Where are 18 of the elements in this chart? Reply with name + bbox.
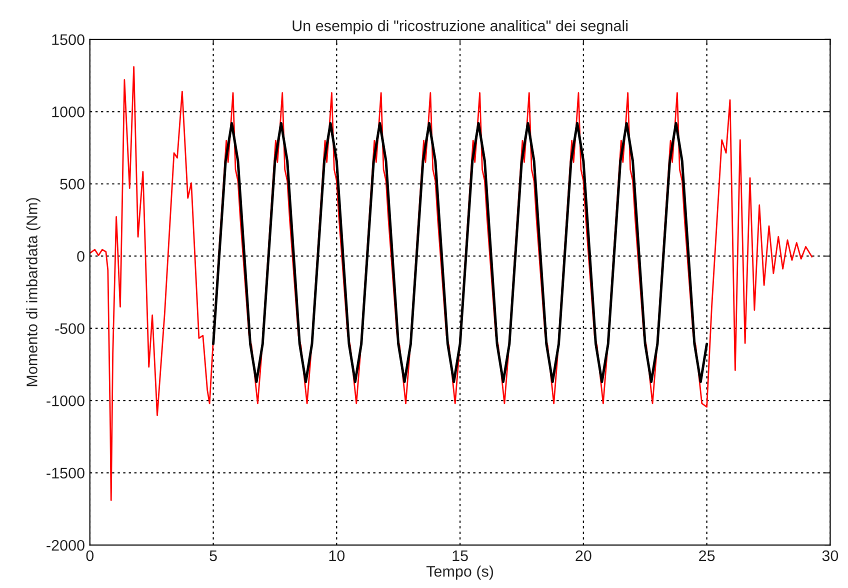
y-tick-label: 1000 — [52, 106, 84, 118]
x-tick-label: 20 — [576, 550, 592, 562]
y-tick-label: -2000 — [46, 540, 84, 551]
x-tick-label: 25 — [699, 550, 715, 562]
y-tick-label: -1500 — [46, 468, 84, 479]
chart-title: Un esempio di "ricostruzione analitica" dei segnali — [292, 20, 628, 34]
x-axis-title: Tempo (s) — [426, 566, 494, 580]
y-axis-title: Momento di imbardata (Nm) — [26, 198, 40, 386]
x-tick-label: 30 — [822, 550, 838, 562]
x-tick-label: 15 — [452, 550, 468, 562]
y-tick-label: -1000 — [46, 395, 84, 406]
y-tick-label: 500 — [60, 178, 84, 190]
y-tick-label: 1500 — [52, 34, 84, 46]
y-tick-label: -500 — [55, 323, 84, 334]
y-tick-label: 0 — [77, 250, 84, 262]
x-tick-label: 10 — [329, 550, 345, 562]
x-tick-label: 5 — [210, 550, 217, 562]
x-tick-label: 0 — [86, 550, 94, 562]
